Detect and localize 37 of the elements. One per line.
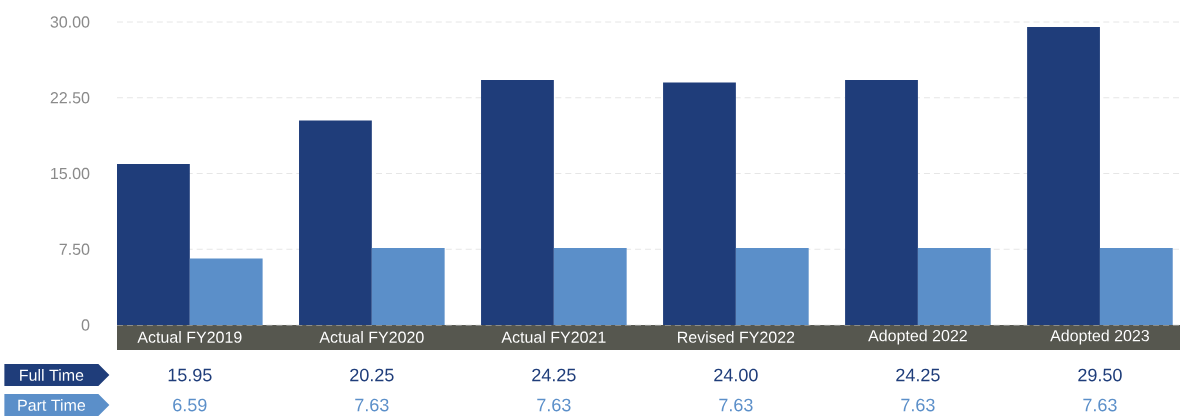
data-label: 7.63: [901, 398, 935, 412]
bar: [481, 80, 554, 325]
text: Full Time: [20, 369, 84, 381]
y-tick-label: 15.00: [51, 167, 90, 180]
bar: [299, 120, 372, 325]
y-tick-label: 7.50: [59, 243, 90, 255]
data-label: 24.00: [714, 368, 758, 382]
bar: [1027, 27, 1100, 325]
bar: [553, 247, 627, 325]
data-label: 7.63: [355, 398, 389, 412]
data-label: 24.25: [532, 368, 576, 382]
x-tick-label: Actual FY2019: [137, 331, 242, 343]
text: Part Time: [18, 399, 86, 411]
x-tick-label: Adopted 2023: [1050, 329, 1149, 345]
bar: [917, 247, 991, 325]
bar: [663, 82, 736, 325]
data-label: 15.95: [168, 368, 212, 382]
bar: [189, 258, 263, 325]
data-label: 7.63: [1083, 398, 1117, 412]
x-tick-label: Adopted 2022: [868, 329, 967, 345]
bar: [845, 80, 918, 325]
y-tick-label: 0: [81, 319, 90, 331]
data-label: 7.63: [719, 398, 753, 412]
data-label: 7.63: [537, 398, 571, 412]
x-tick-label: Revised FY2022: [678, 331, 795, 343]
x-tick-label: Actual FY2021: [501, 331, 606, 343]
x-tick-label: Actual FY2020: [319, 331, 424, 343]
data-label: 24.25: [896, 368, 940, 382]
bar: [735, 247, 809, 325]
data-label: 6.59: [173, 398, 207, 412]
y-tick-label: 22.50: [50, 92, 90, 104]
data-label: 20.25: [350, 368, 394, 382]
bar: [117, 163, 190, 325]
data-label: 29.50: [1078, 368, 1122, 382]
y-tick-label: 30.00: [50, 16, 90, 28]
bar: [1099, 247, 1173, 325]
bar: [371, 247, 445, 325]
